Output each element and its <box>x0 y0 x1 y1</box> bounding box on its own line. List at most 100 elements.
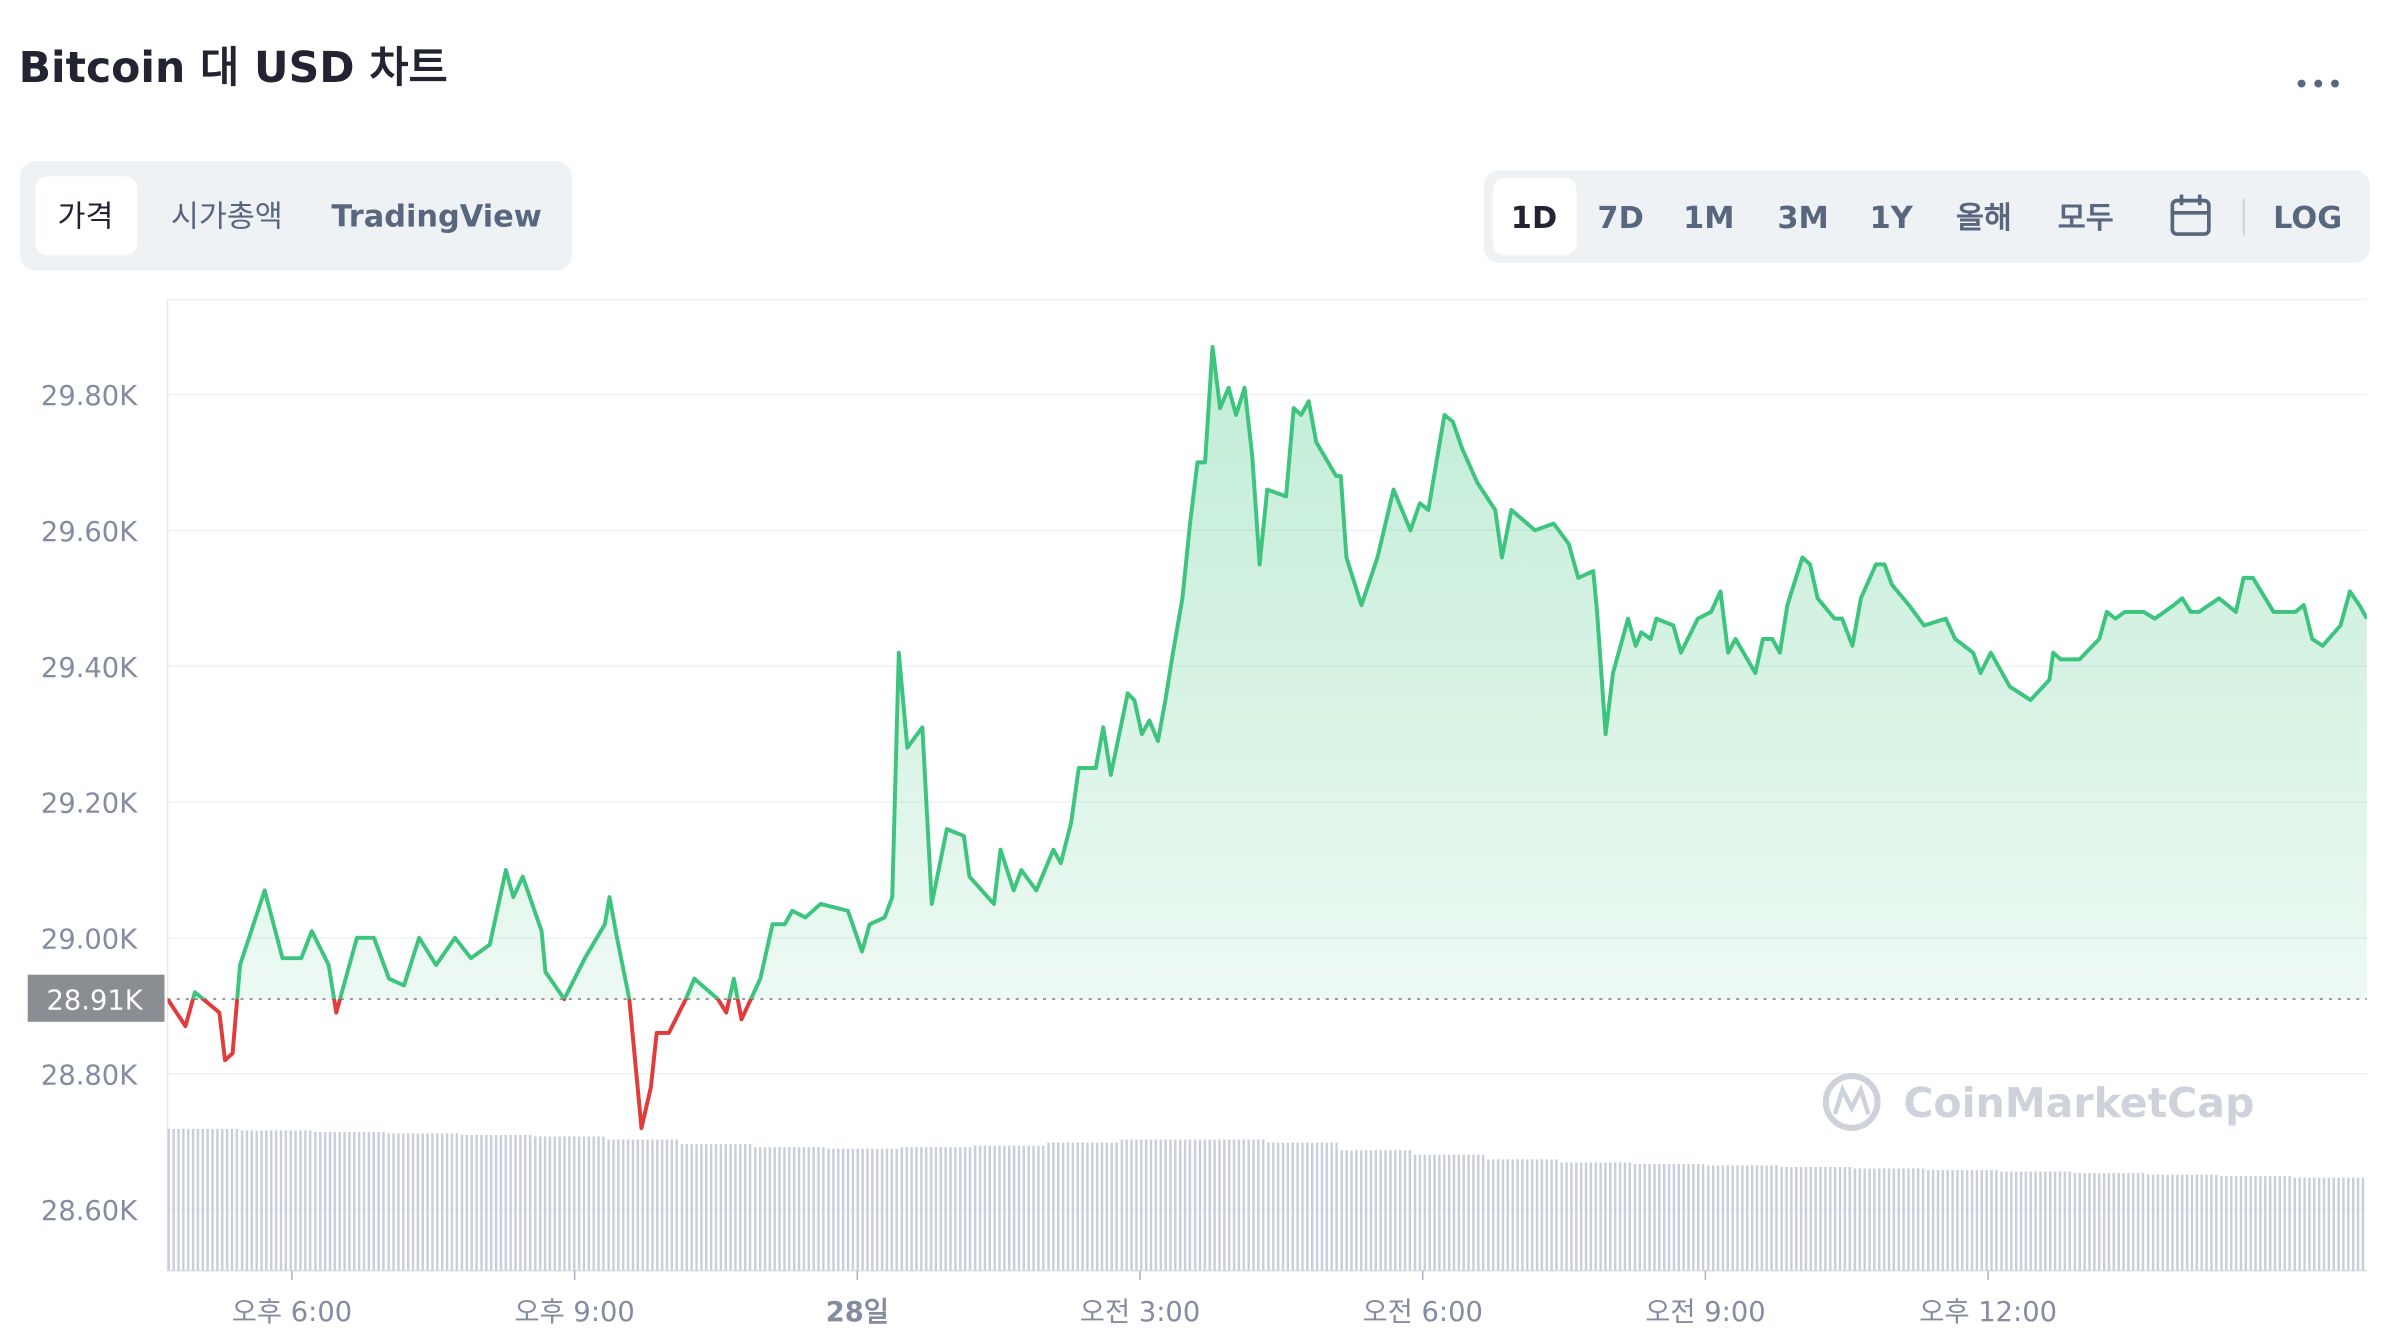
volume-stripe <box>1003 1145 1006 1271</box>
volume-stripe <box>1633 1163 1637 1271</box>
volume-stripe <box>1604 1162 1607 1271</box>
volume-bar <box>827 1148 898 1271</box>
volume-stripe <box>1795 1166 1798 1271</box>
volume-stripe <box>743 1144 747 1271</box>
volume-stripe <box>1936 1170 1940 1271</box>
volume-stripe <box>1848 1166 1851 1271</box>
volume-stripe <box>1540 1159 1544 1271</box>
log-button[interactable]: LOG <box>2273 201 2342 236</box>
volume-bar <box>973 1145 1045 1271</box>
range-button[interactable]: 올해 <box>1956 201 2012 236</box>
tab[interactable]: 시가총액 <box>171 199 283 234</box>
volume-stripe <box>1100 1142 1104 1271</box>
volume-stripe <box>1912 1168 1915 1271</box>
volume-stripe <box>319 1131 322 1271</box>
volume-stripe <box>1076 1142 1079 1271</box>
volume-stripe <box>2136 1173 2140 1271</box>
volume-stripe <box>949 1147 952 1271</box>
y-tick-label: 29.60K <box>41 517 138 548</box>
volume-stripe <box>841 1148 845 1271</box>
volume-stripe <box>2176 1174 2179 1271</box>
volume-stripe <box>314 1131 317 1271</box>
volume-stripe <box>382 1131 385 1271</box>
more-menu[interactable] <box>2297 79 2339 88</box>
volume-stripe <box>2010 1171 2013 1271</box>
volume-stripe <box>440 1133 444 1271</box>
volume-stripe <box>812 1147 815 1271</box>
volume-stripe <box>1687 1163 1690 1271</box>
volume-stripe <box>1873 1168 1876 1271</box>
x-tick-label: 오후 12:00 <box>1919 1297 2057 1328</box>
range-button[interactable]: 1D <box>1511 201 1557 236</box>
volume-stripe <box>719 1144 723 1271</box>
y-tick-label: 29.80K <box>41 381 138 412</box>
volume-stripe <box>998 1145 1001 1271</box>
volume-stripe <box>568 1136 571 1271</box>
volume-stripe <box>1858 1168 1862 1271</box>
volume-stripe <box>1975 1170 1979 1271</box>
volume-stripe <box>573 1136 576 1271</box>
range-button[interactable]: 1M <box>1683 201 1734 236</box>
volume-stripe <box>338 1131 341 1271</box>
volume-stripe <box>2044 1171 2047 1271</box>
volume-stripe <box>929 1147 933 1271</box>
volume-stripe <box>1995 1170 1998 1271</box>
volume-stripe <box>905 1147 908 1271</box>
range-button[interactable]: 모두 <box>2058 201 2114 236</box>
range-button[interactable]: 1Y <box>1870 201 1914 236</box>
volume-stripe <box>2298 1177 2301 1271</box>
volume-stripe <box>2132 1173 2135 1271</box>
reference-label: 28.91K <box>46 986 143 1017</box>
y-tick-label: 28.60K <box>41 1196 138 1227</box>
range-button[interactable]: 7D <box>1597 201 1643 236</box>
y-tick-label: 29.00K <box>41 925 138 956</box>
volume-stripe <box>2239 1176 2243 1271</box>
volume-stripe <box>2078 1173 2081 1271</box>
volume-stripe <box>1692 1163 1695 1271</box>
volume-stripe <box>817 1147 820 1271</box>
volume-stripe <box>299 1130 302 1271</box>
volume-stripe <box>333 1131 337 1271</box>
volume-bar <box>607 1139 678 1271</box>
tab[interactable]: TradingView <box>331 199 541 234</box>
volume-stripe <box>1731 1165 1734 1271</box>
volume-stripe <box>1941 1170 1945 1271</box>
volume-stripe <box>1203 1139 1207 1271</box>
volume-stripe <box>538 1136 542 1271</box>
volume-stripe <box>1301 1142 1304 1271</box>
y-tick-label: 29.40K <box>41 653 138 684</box>
volume-stripe <box>607 1139 610 1271</box>
volume-stripe <box>1726 1165 1729 1271</box>
volume-stripe <box>924 1147 928 1271</box>
volume-stripe <box>856 1148 859 1271</box>
volume-stripe <box>1130 1139 1133 1271</box>
volume-stripe <box>2102 1173 2106 1271</box>
volume-stripe <box>1325 1142 1329 1271</box>
volume-stripe <box>2347 1177 2350 1271</box>
volume-stripe <box>2264 1176 2267 1271</box>
calendar-icon[interactable] <box>2170 194 2211 236</box>
volume-stripe <box>1780 1166 1783 1271</box>
x-tick-label: 28일 <box>826 1297 889 1328</box>
active-tab[interactable] <box>35 176 138 256</box>
volume-stripe <box>709 1144 713 1271</box>
watermark: CoinMarketCap <box>1822 1073 2254 1131</box>
active-range[interactable] <box>1492 177 1577 256</box>
volume-stripe <box>1638 1163 1642 1271</box>
volume-stripe <box>920 1147 923 1271</box>
volume-bar <box>900 1147 972 1271</box>
volume-stripe <box>1882 1168 1886 1271</box>
range-button[interactable]: 3M <box>1777 201 1828 236</box>
volume-stripe <box>1091 1142 1094 1271</box>
volume-stripe <box>1403 1150 1407 1271</box>
volume-stripe <box>1609 1162 1612 1271</box>
volume-stripe <box>1628 1162 1632 1271</box>
volume-stripe <box>944 1147 947 1271</box>
volume-stripe <box>543 1136 547 1271</box>
volume-stripe <box>612 1139 615 1271</box>
volume-stripe <box>2220 1176 2223 1271</box>
volume-stripe <box>680 1144 684 1271</box>
tab[interactable]: 가격 <box>58 199 114 234</box>
volume-stripe <box>880 1148 884 1271</box>
